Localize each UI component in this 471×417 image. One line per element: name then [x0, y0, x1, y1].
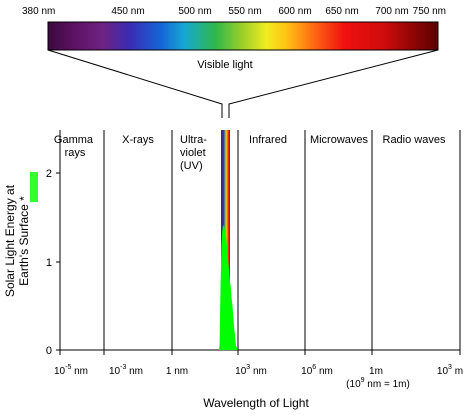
x-tick-label-6: 103 m	[437, 364, 463, 377]
y-axis-label-line1: Solar Light Energy at	[3, 184, 17, 297]
y-tick-label-0: 0	[46, 345, 52, 357]
spectrum-tick-600: 600 nm	[278, 6, 311, 17]
spectrum-tick-650: 650 nm	[325, 6, 358, 17]
x-axis-label: Wavelength of Light	[203, 396, 309, 410]
spectrum-tick-500: 500 nm	[178, 6, 211, 17]
plot-frame	[59, 130, 461, 351]
zoom-lines	[47, 49, 439, 118]
spectrum-tick-450: 450 nm	[111, 6, 144, 17]
solar-energy-area	[219, 224, 238, 350]
y-axis-label: Solar Light Energy at Earth's Surface *	[3, 184, 31, 297]
solar-energy-curve	[219, 224, 238, 350]
x-axis-note: (109 nm = 1m)	[346, 377, 410, 390]
spectrum-tick-750: 750 nm	[413, 6, 446, 17]
y-tick-label-2: 2	[46, 168, 52, 180]
y-axis-label-line2: Earth's Surface *	[17, 196, 31, 286]
x-tick-label-0: 10-5 nm	[54, 364, 88, 377]
region-label-radio: Radio waves	[383, 134, 446, 146]
region-label-uv: Ultra- violet (UV)	[180, 134, 210, 172]
region-label-infrared: Infrared	[249, 134, 287, 146]
spectrum-tick-550: 550 nm	[228, 6, 261, 17]
x-tick-label-1: 10-3 nm	[109, 364, 143, 377]
x-axis-ticks	[59, 350, 461, 355]
spectrum-tick-labels: 380 nm 450 nm 500 nm 550 nm 600 nm 650 n…	[22, 6, 446, 17]
region-label-gamma: Gamma rays	[54, 134, 96, 159]
region-label-microwaves: Microwaves	[310, 134, 369, 146]
region-labels: Gamma rays X-rays Ultra- violet (UV) Inf…	[54, 134, 446, 172]
x-axis-tick-labels: 10-5 nm 10-3 nm 1 nm 103 nm 106 nm 1m 10…	[54, 364, 463, 390]
region-label-xrays: X-rays	[122, 134, 154, 146]
spectrum-caption: Visible light	[197, 59, 252, 71]
spectrum-tick-700: 700 nm	[375, 6, 408, 17]
y-tick-label-1: 1	[46, 257, 52, 269]
y-axis: 0 1 2	[46, 168, 60, 357]
x-tick-label-4: 106 nm	[301, 364, 333, 377]
visible-spectrum-bar	[47, 21, 439, 51]
x-tick-label-3: 103 nm	[235, 364, 267, 377]
legend-swatch	[30, 172, 38, 202]
spectrum-tick-380: 380 nm	[22, 6, 55, 17]
x-tick-label-5: 1m	[369, 366, 383, 377]
x-tick-label-2: 1 nm	[166, 366, 188, 377]
